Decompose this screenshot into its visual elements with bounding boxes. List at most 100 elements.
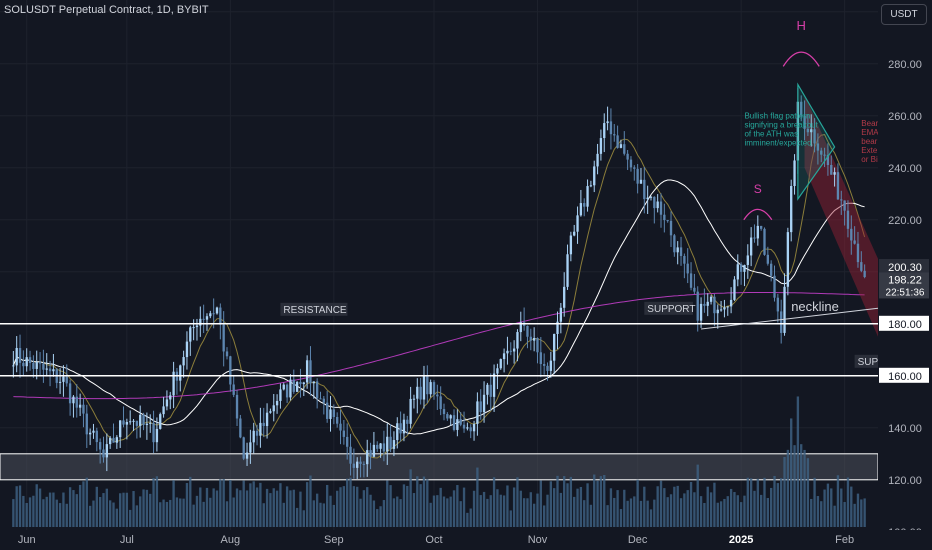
volume-bar <box>673 486 676 527</box>
candle-body <box>840 199 843 201</box>
volume-bar <box>299 491 302 527</box>
candle-body <box>432 382 436 395</box>
volume-bar <box>659 480 663 527</box>
candle-body <box>199 318 202 326</box>
volume-bar <box>45 496 48 527</box>
volume-bar <box>416 476 419 527</box>
volume-bar <box>596 480 599 527</box>
volume-bar <box>486 498 489 527</box>
volume-bar <box>479 495 482 527</box>
candle-body <box>12 365 15 367</box>
candle-body <box>179 365 182 381</box>
candle-body <box>222 324 225 352</box>
volume-bar <box>826 483 830 527</box>
volume-bar <box>68 487 72 527</box>
candle-body <box>352 463 356 468</box>
volume-bar <box>432 495 436 527</box>
volume-bar <box>129 509 132 527</box>
candle-body <box>586 186 589 207</box>
time-tick: Feb <box>835 534 854 546</box>
candle-body <box>459 419 462 425</box>
currency-button[interactable]: USDT <box>881 4 927 25</box>
candle-body <box>349 446 352 464</box>
candle-body <box>446 414 449 419</box>
candle-body <box>422 375 426 400</box>
volume-bar <box>115 508 119 527</box>
candle-body <box>559 307 563 322</box>
time-axis[interactable]: Jun Jul Aug Sep Oct Nov Dec 2025 Feb <box>0 530 932 550</box>
price-tick: 140.00 <box>888 423 922 435</box>
candle-body <box>329 409 332 419</box>
volume-bar <box>165 501 169 527</box>
candle-body <box>736 264 739 280</box>
volume-bar <box>699 496 703 527</box>
price-axis[interactable]: 100.00120.00140.00160.00180.00200.00220.… <box>878 0 932 550</box>
candle-body <box>633 167 636 169</box>
candle-body <box>78 404 82 408</box>
candle-body <box>563 286 566 308</box>
volume-bar <box>259 482 262 527</box>
volume-bar <box>763 477 766 527</box>
candle-body <box>863 270 866 277</box>
volume-bar <box>252 481 255 527</box>
volume-bar <box>522 498 526 527</box>
volume-bar <box>189 476 192 527</box>
ma-slow-line <box>12 179 865 435</box>
pattern-drawings <box>743 51 836 221</box>
time-tick: Aug <box>221 534 241 546</box>
time-tick: Sep <box>324 534 344 546</box>
volume-bar <box>88 505 92 527</box>
candle-body <box>820 150 823 155</box>
volume-bar <box>482 491 486 527</box>
candle-body <box>679 247 683 256</box>
volume-bar <box>72 490 75 527</box>
candle-body <box>346 436 349 447</box>
volume-bar <box>105 488 108 527</box>
candle-body <box>512 348 516 352</box>
volume-bar <box>406 485 409 527</box>
candle-body <box>656 201 659 209</box>
volume-bar <box>719 501 723 527</box>
volume-bar <box>25 502 28 527</box>
candle-body <box>549 360 553 371</box>
volume-bar <box>275 490 279 527</box>
volume-bar <box>379 506 382 527</box>
volume-bar <box>840 488 843 527</box>
candle-body <box>289 379 292 398</box>
candle-body <box>255 430 259 436</box>
candle-body <box>299 381 302 385</box>
volume-bar <box>15 486 18 527</box>
candle-body <box>309 360 312 384</box>
volume-bar <box>339 487 342 527</box>
volume-bar <box>396 496 399 527</box>
volume-bar <box>18 485 22 527</box>
volume-bar <box>663 488 666 527</box>
candle-body <box>396 423 399 441</box>
candle-body <box>776 297 780 312</box>
candle-body <box>189 327 192 342</box>
time-tick: Jun <box>18 534 36 546</box>
candle-body <box>68 383 72 404</box>
volume-bar <box>806 458 810 527</box>
flag-note-line: imminent/expected. <box>744 138 813 147</box>
volume-bar <box>382 500 386 527</box>
volume-bar <box>536 493 539 527</box>
candle-body <box>653 196 656 209</box>
volume-bar <box>332 504 336 527</box>
candle-body <box>729 299 733 307</box>
candle-body <box>359 461 362 464</box>
candle-body <box>709 296 713 302</box>
volume-bar <box>813 477 816 527</box>
candle-body <box>596 153 599 167</box>
candle-body <box>746 255 749 265</box>
candle-body <box>856 243 860 263</box>
volume-bar <box>860 499 863 527</box>
volume-bar <box>502 495 506 527</box>
candle-body <box>770 263 773 276</box>
volume-bar <box>192 504 195 527</box>
price-tick: 240.00 <box>888 163 922 175</box>
flag-note-line: of the ATH was <box>744 129 798 138</box>
candle-body <box>800 101 803 116</box>
candle-body <box>579 203 583 216</box>
